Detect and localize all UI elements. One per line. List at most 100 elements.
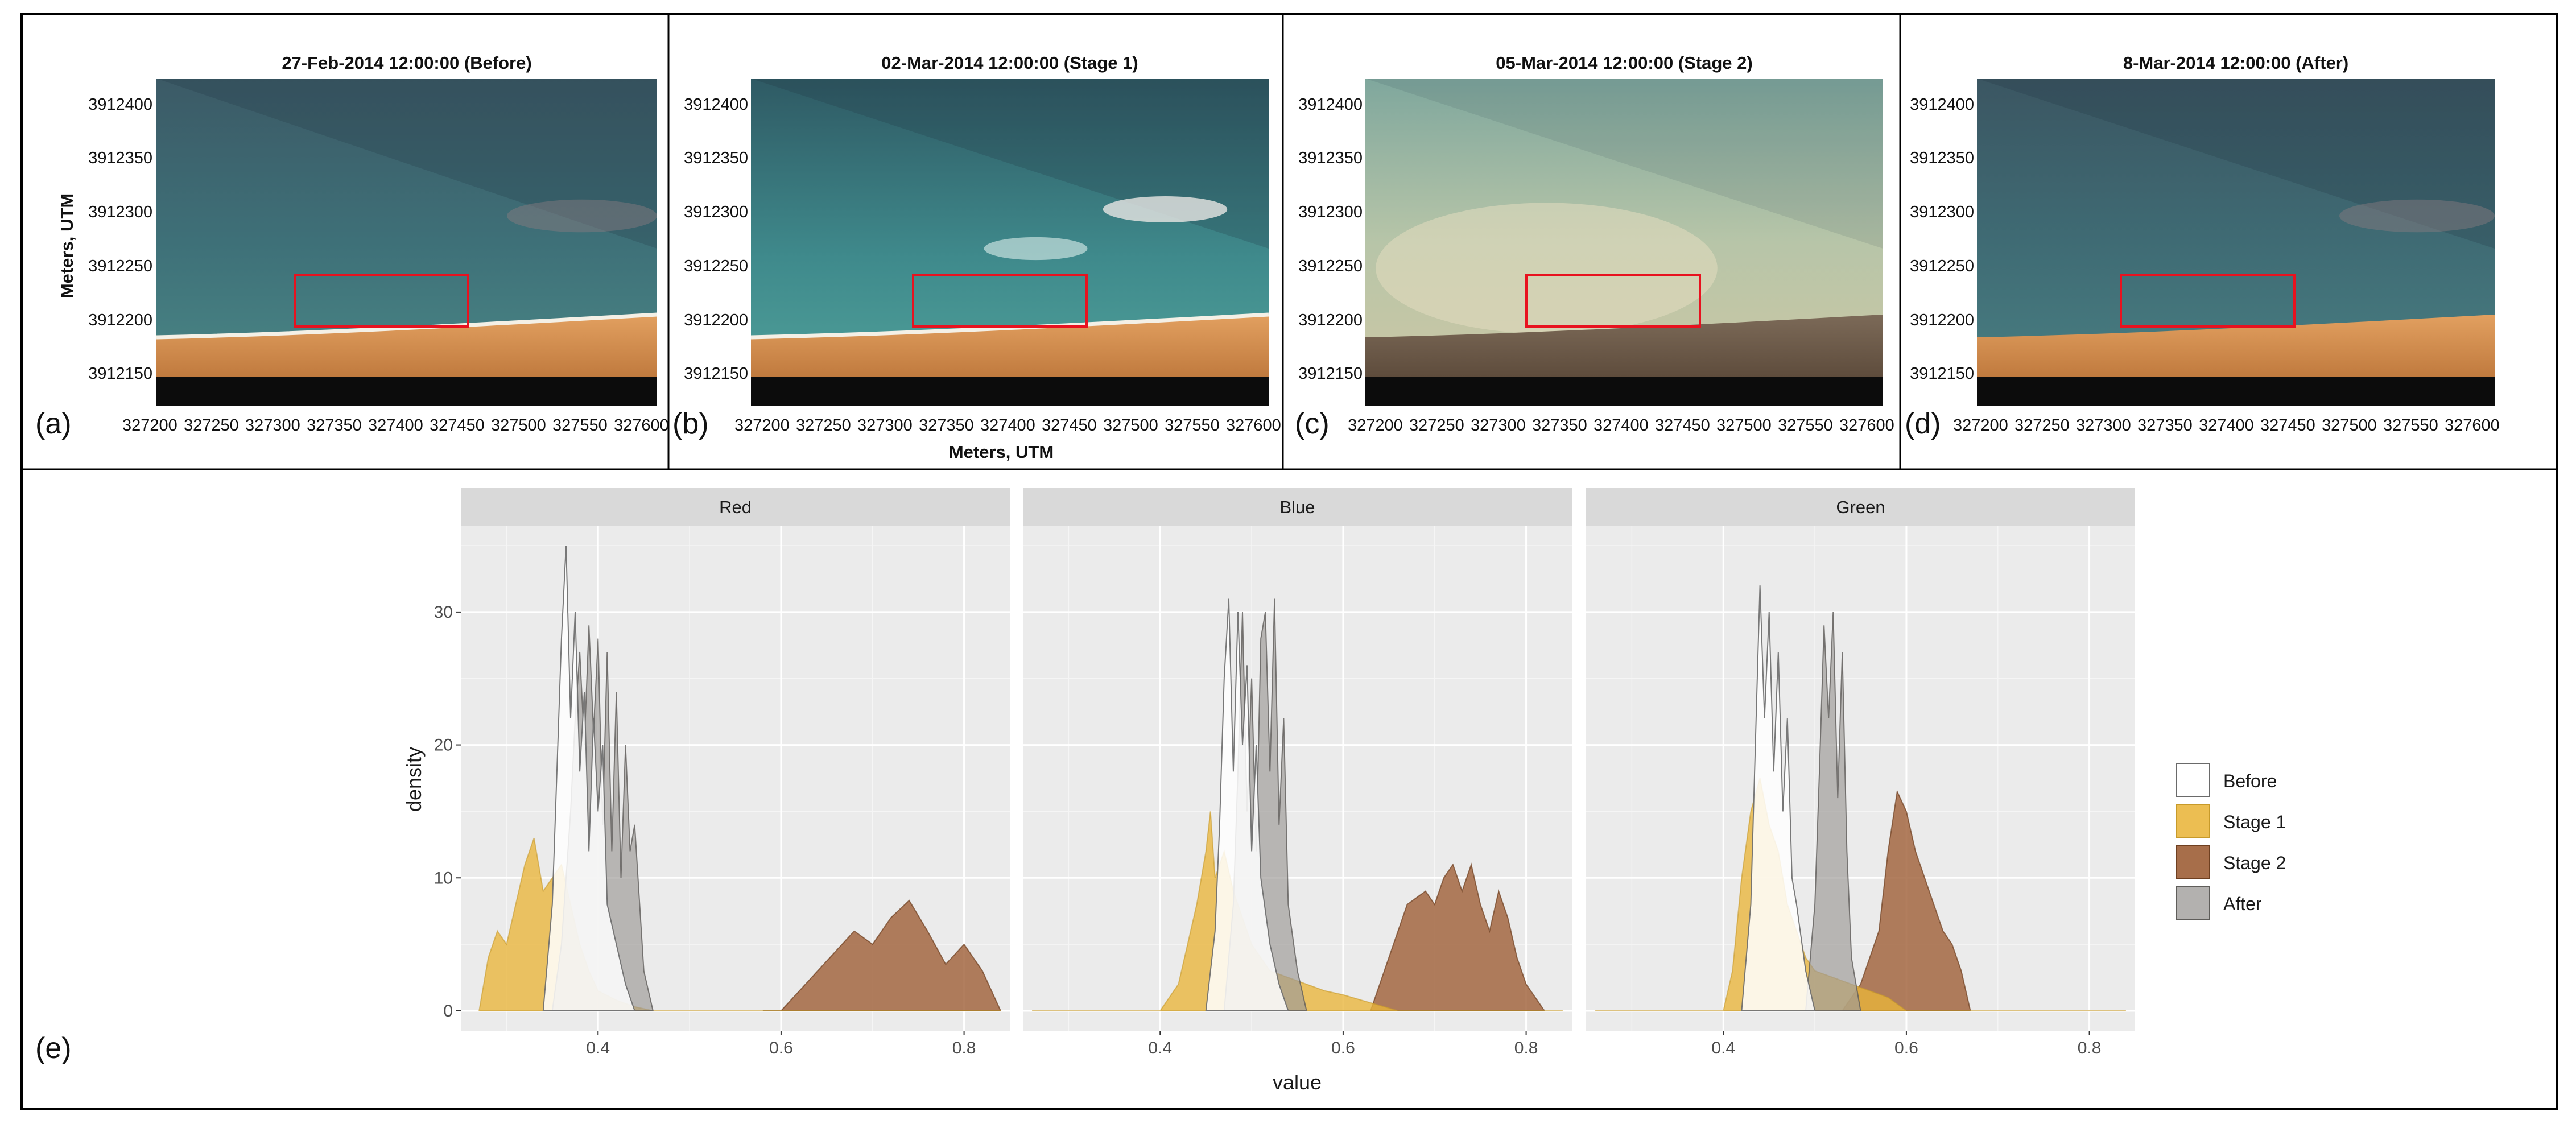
utm-y-tick: 3912250 xyxy=(1910,257,1974,275)
utm-x-tick: 327300 xyxy=(1471,416,1526,435)
image-panel-after: 8-Mar-2014 12:00:00 (After) 3912400 391235… xyxy=(1905,53,2500,440)
y-tick-label: 30 xyxy=(434,603,453,622)
legend-item-before: Before xyxy=(2176,763,2277,797)
y-axis-title: density xyxy=(402,747,426,812)
image-panel-stage2: 05-Mar-2014 12:00:00 (Stage 2) 3912400 391… xyxy=(1295,53,1894,440)
legend-item-stage-2: Stage 2 xyxy=(2176,845,2286,879)
utm-x-tick: 327500 xyxy=(1716,416,1772,435)
image-title-after: 8-Mar-2014 12:00:00 (After) xyxy=(2123,53,2348,73)
x-tick-label: 0.4 xyxy=(1711,1039,1735,1057)
utm-x-tick: 327350 xyxy=(307,416,362,435)
utm-y-tick: 3912250 xyxy=(88,257,152,275)
utm-x-tick: 327450 xyxy=(430,416,485,435)
utm-y-tick: 3912200 xyxy=(1910,311,1974,329)
legend-label: Before xyxy=(2223,771,2277,791)
image-title-stage2: 05-Mar-2014 12:00:00 (Stage 2) xyxy=(1496,53,1752,73)
utm-y-tick: 3912150 xyxy=(1910,365,1974,383)
panel-label-b: (b) xyxy=(672,407,709,440)
panel-label-a: (a) xyxy=(35,407,72,440)
utm-x-tick: 327200 xyxy=(122,416,177,435)
satellite-image-stage2 xyxy=(1365,79,1883,406)
utm-x-tick: 327500 xyxy=(1103,416,1158,435)
utm-x-tick: 327450 xyxy=(1042,416,1097,435)
utm-y-tick: 3912400 xyxy=(1298,96,1363,114)
legend-item-stage-1: Stage 1 xyxy=(2176,804,2286,838)
utm-y-tick: 3912350 xyxy=(88,149,152,167)
image-panel-before: 27-Feb-2014 12:00:00 (Before) 3912400 3912… xyxy=(35,53,669,440)
utm-x-tick: 327400 xyxy=(2199,416,2254,435)
density-stage-2 xyxy=(1369,862,1546,1011)
utm-y-tick: 3912400 xyxy=(1910,96,1974,114)
utm-x-tick: 327400 xyxy=(1594,416,1649,435)
utm-x-tick: 327400 xyxy=(368,416,423,435)
density-before xyxy=(1741,585,1816,1011)
facet-strip xyxy=(461,488,1010,526)
legend-key xyxy=(2176,886,2210,920)
x-tick-label: 0.6 xyxy=(1894,1039,1918,1057)
x-tick-label: 0.8 xyxy=(952,1039,976,1057)
utm-y-tick: 3912150 xyxy=(1298,365,1363,383)
legend-key xyxy=(2176,763,2210,797)
image-panels: 27-Feb-2014 12:00:00 (Before) 3912400 3912… xyxy=(35,53,2500,440)
satellite-image-stage1 xyxy=(750,79,1269,406)
facet-green: Green 0.4 0.6 0.8 xyxy=(1586,488,2135,1057)
panel-label-c: (c) xyxy=(1295,407,1330,440)
satellite-image-before xyxy=(156,79,658,406)
utm-x-tick: 327250 xyxy=(796,416,851,435)
utm-x-tick: 327500 xyxy=(2322,416,2377,435)
x-tick-label: 0.8 xyxy=(1514,1039,1538,1057)
facet-strip-label: Blue xyxy=(1279,497,1315,517)
utm-x-tick: 327350 xyxy=(919,416,974,435)
legend-label: Stage 1 xyxy=(2223,812,2286,832)
utm-x-tick: 327200 xyxy=(734,416,790,435)
utm-x-tick: 327400 xyxy=(980,416,1035,435)
roi-box-after xyxy=(2120,274,2296,328)
utm-y-tick: 3912300 xyxy=(1910,203,1974,221)
utm-x-tick: 327450 xyxy=(2260,416,2315,435)
roi-box-stage2 xyxy=(1525,274,1701,328)
utm-x-tick: 327300 xyxy=(2076,416,2131,435)
utm-x-tick: 327600 xyxy=(1226,416,1281,435)
utm-x-tick: 327200 xyxy=(1953,416,2008,435)
density-before xyxy=(1205,598,1289,1011)
y-tick-label: 0 xyxy=(443,1002,453,1021)
panel-label-d: (d) xyxy=(1905,407,1941,440)
utm-x-tick: 327550 xyxy=(1778,416,1833,435)
x-tick-label: 0.8 xyxy=(2078,1039,2102,1057)
utm-y-tick: 3912300 xyxy=(1298,203,1363,221)
density-stage-2 xyxy=(762,899,1002,1011)
utm-y-tick: 3912350 xyxy=(1298,149,1363,167)
x-tick-label: 0.4 xyxy=(1148,1039,1172,1057)
roi-box-before xyxy=(294,274,469,328)
satellite-image-after xyxy=(1977,79,2495,406)
utm-x-tick: 327550 xyxy=(2383,416,2438,435)
x-tick-label: 0.6 xyxy=(769,1039,793,1057)
x-axis-title: value xyxy=(1273,1071,1322,1094)
utm-x-tick: 327600 xyxy=(614,416,669,435)
facet-strip xyxy=(1023,488,1572,526)
utm-y-tick: 3912200 xyxy=(88,311,152,329)
density-histogram: Red 0.4 0.6 0.8 Blue 0.4 0.6 0.8 Green 0.4 0.6 0.8 0… xyxy=(402,488,2286,1094)
utm-x-tick: 327350 xyxy=(2137,416,2193,435)
utm-x-axis-title: Meters, UTM xyxy=(949,442,1054,462)
facet-strip xyxy=(1586,488,2135,526)
legend-key xyxy=(2176,845,2210,879)
y-tick-label: 20 xyxy=(434,736,453,755)
utm-y-tick: 3912400 xyxy=(88,96,152,114)
facet-strip-label: Red xyxy=(719,497,752,517)
utm-x-tick: 327550 xyxy=(1165,416,1220,435)
utm-y-tick: 3912150 xyxy=(684,365,748,383)
image-title-before: 27-Feb-2014 12:00:00 (Before) xyxy=(282,53,531,73)
utm-x-tick: 327600 xyxy=(2445,416,2500,435)
legend-item-after: After xyxy=(2176,886,2262,920)
density-after xyxy=(1805,612,1861,1011)
utm-x-tick: 327200 xyxy=(1348,416,1403,435)
utm-y-tick: 3912350 xyxy=(684,149,748,167)
utm-x-tick: 327500 xyxy=(491,416,546,435)
utm-y-tick: 3912300 xyxy=(684,203,748,221)
utm-x-tick: 327250 xyxy=(2014,416,2070,435)
x-tick-label: 0.4 xyxy=(586,1039,610,1057)
legend-key xyxy=(2176,804,2210,838)
utm-y-axis-title: Meters, UTM xyxy=(57,193,77,298)
